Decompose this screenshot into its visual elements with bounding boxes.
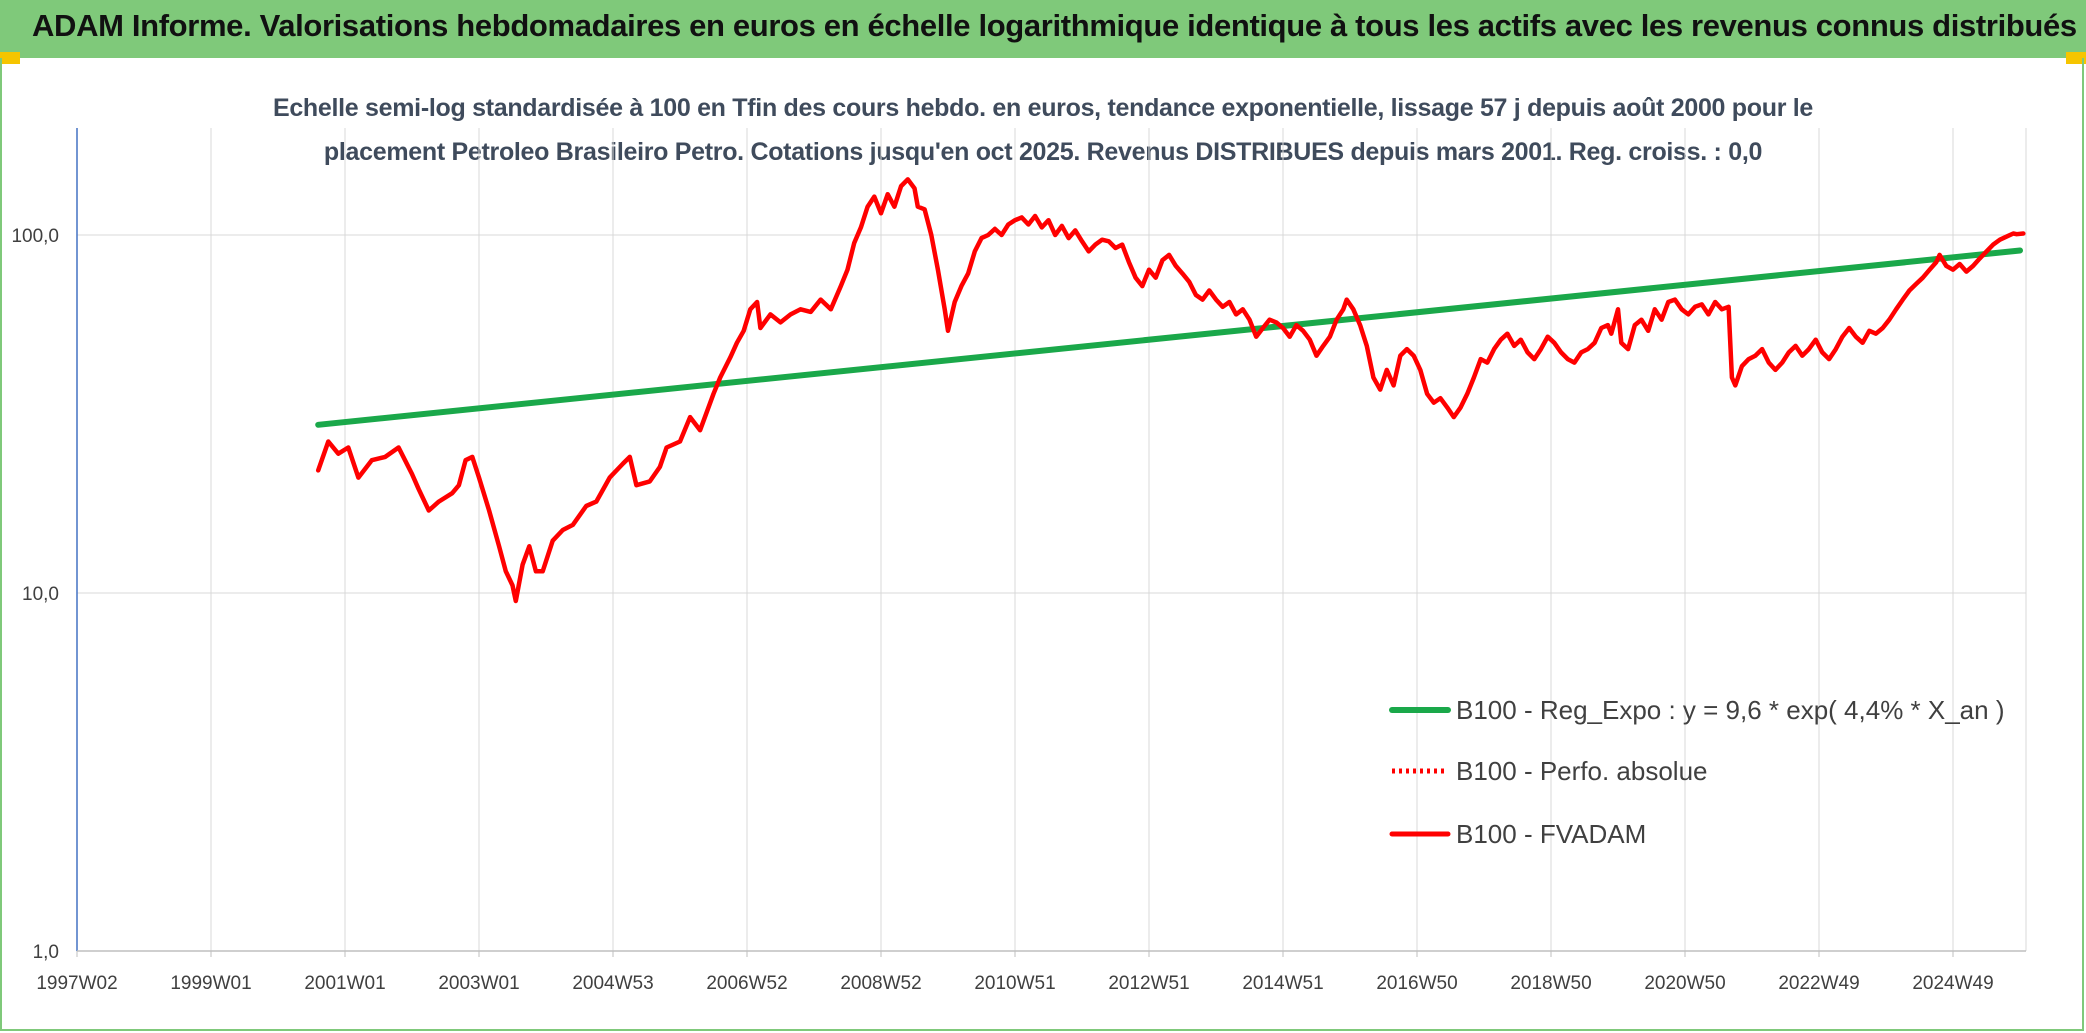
corner-marker-left xyxy=(0,52,20,64)
x-tick-label: 1999W01 xyxy=(170,973,251,994)
gridlines xyxy=(76,128,2027,951)
x-tick-label: 2018W50 xyxy=(1510,973,1591,994)
chart-subtitle-line-2: placement Petroleo Brasileiro Petro. Cot… xyxy=(323,138,1763,166)
legend-item-fvadam: B100 - FVADAM xyxy=(1389,819,1646,849)
x-tick-label: 2003W01 xyxy=(438,973,519,994)
legend-item-perfo-absolue: B100 - Perfo. absolue xyxy=(1392,756,1708,786)
axes: 1,0 10,0 100,0 1997W02 1999W01 2001W01 2003W01… xyxy=(11,128,2026,994)
fvadam-series xyxy=(315,177,2026,604)
chart-subtitle-line-1: Echelle semi-log standardisée à 100 en T… xyxy=(272,94,1814,122)
x-tick-label: 1997W02 xyxy=(36,973,117,994)
x-tick-label: 2016W50 xyxy=(1376,973,1457,994)
report-title: ADAM Informe. Valorisations hebdomadaire… xyxy=(32,8,2077,43)
x-tick-label: 2006W52 xyxy=(706,973,787,994)
x-tick-label: 2014W51 xyxy=(1242,973,1323,994)
legend-label: B100 - Perfo. absolue xyxy=(1456,756,1708,786)
x-tick-label: 2024W49 xyxy=(1912,973,1993,994)
x-tick-label: 2010W51 xyxy=(974,973,1055,994)
x-tick-label: 2012W51 xyxy=(1108,973,1189,994)
y-tick-label: 10,0 xyxy=(22,584,59,605)
corner-marker-right xyxy=(2066,52,2086,64)
x-tick-label: 2004W53 xyxy=(572,973,653,994)
x-tick-label: 2022W49 xyxy=(1778,973,1859,994)
y-tick-label: 100,0 xyxy=(11,226,59,247)
chart-frame xyxy=(0,58,2084,1031)
trend-line-series xyxy=(315,247,2023,428)
legend-item-trend: B100 - Reg_Expo : y = 9,6 * exp( 4,4% * … xyxy=(1389,695,2005,725)
series-layer xyxy=(315,177,2026,604)
y-tick-label: 1,0 xyxy=(33,942,59,963)
legend-label: B100 - FVADAM xyxy=(1456,819,1646,849)
x-tick-label: 2001W01 xyxy=(304,973,385,994)
chart-subtitle: Echelle semi-log standardisée à 100 en T… xyxy=(0,86,2086,174)
legend-label: B100 - Reg_Expo : y = 9,6 * exp( 4,4% * … xyxy=(1456,695,2005,725)
report-header: ADAM Informe. Valorisations hebdomadaire… xyxy=(0,0,2086,58)
x-tick-label: 2020W50 xyxy=(1644,973,1725,994)
x-tick-label: 2008W52 xyxy=(840,973,921,994)
legend: B100 - Reg_Expo : y = 9,6 * exp( 4,4% * … xyxy=(1389,695,2005,849)
